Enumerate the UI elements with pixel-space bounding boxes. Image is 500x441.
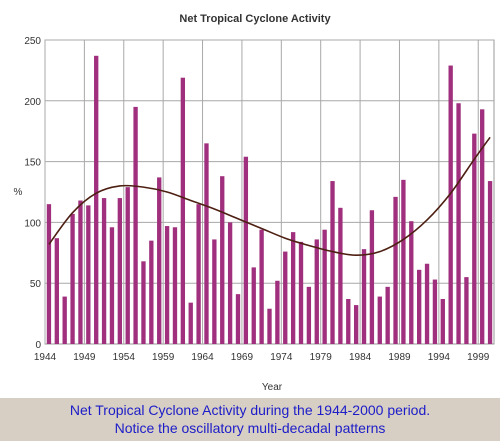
x-tick-label: 1989 bbox=[388, 352, 411, 363]
bar-1969 bbox=[243, 156, 249, 344]
y-tick-label: 200 bbox=[24, 97, 41, 108]
bar-1948 bbox=[78, 200, 83, 344]
bar-1947 bbox=[70, 213, 75, 344]
bar-1974 bbox=[283, 251, 288, 344]
bar-1980 bbox=[330, 181, 335, 344]
bar-1963 bbox=[196, 204, 201, 344]
x-tick-label: 1944 bbox=[34, 352, 57, 363]
bar-1970 bbox=[251, 267, 256, 344]
bar-1950 bbox=[94, 55, 99, 345]
bar-1976 bbox=[298, 241, 304, 344]
bar-1975 bbox=[290, 232, 296, 344]
bar-1978 bbox=[314, 239, 319, 344]
y-tick-label: 250 bbox=[24, 36, 41, 47]
bar-1965 bbox=[212, 239, 217, 344]
bar-1996 bbox=[456, 103, 461, 345]
bar-1953 bbox=[117, 198, 122, 344]
bar-1952 bbox=[109, 227, 115, 344]
bar-1988 bbox=[393, 196, 398, 344]
bar-1999 bbox=[480, 109, 485, 344]
bar-1957 bbox=[149, 240, 154, 344]
y-tick-label: 50 bbox=[30, 279, 42, 290]
bar-1961 bbox=[180, 77, 186, 345]
bar-1962 bbox=[188, 302, 193, 344]
y-axis-label: % bbox=[14, 187, 23, 198]
x-tick-label: 1949 bbox=[73, 352, 96, 363]
bar-1998 bbox=[472, 133, 477, 344]
bar-2000 bbox=[487, 181, 493, 344]
bar-1966 bbox=[220, 176, 225, 344]
x-tick-label: 1974 bbox=[270, 352, 293, 363]
bar-1995 bbox=[448, 65, 453, 344]
x-tick-label: 1984 bbox=[349, 352, 372, 363]
bar-1989 bbox=[401, 179, 406, 344]
bar-1982 bbox=[346, 299, 351, 344]
x-axis-ticks: 1944 1949 1954 1959 1964 1969 1974 1979 1984 1989… bbox=[34, 352, 490, 363]
caption-line-1: Net Tropical Cyclone Activity during the… bbox=[69, 402, 431, 418]
x-axis-label: Year bbox=[262, 382, 283, 393]
gridlines bbox=[44, 39, 494, 344]
bar-1985 bbox=[369, 210, 375, 344]
y-tick-label: 150 bbox=[24, 158, 41, 169]
x-tick-label: 1959 bbox=[152, 352, 175, 363]
x-tick-label: 1969 bbox=[231, 352, 254, 363]
x-tick-label: 1964 bbox=[191, 352, 214, 363]
bar-1945 bbox=[54, 238, 59, 344]
bar-1954 bbox=[125, 187, 130, 344]
bar-1960 bbox=[172, 227, 178, 344]
bar-1951 bbox=[101, 198, 107, 344]
x-tick-label: 1994 bbox=[428, 352, 451, 363]
bar-1968 bbox=[235, 294, 241, 344]
bar-1994 bbox=[440, 299, 445, 344]
y-tick-label: 0 bbox=[35, 340, 41, 351]
bar-1991 bbox=[417, 269, 422, 344]
chart: Net Tropical Cyclone Activity 0 50 100 150 2… bbox=[13, 13, 495, 393]
x-tick-label: 1979 bbox=[310, 352, 333, 363]
bar-1949 bbox=[86, 205, 91, 344]
bar-1977 bbox=[306, 286, 312, 344]
trend-line bbox=[48, 136, 491, 257]
bar-1990 bbox=[409, 221, 414, 344]
chart-title: Net Tropical Cyclone Activity bbox=[179, 13, 331, 25]
bar-1987 bbox=[385, 286, 390, 344]
bar-1944 bbox=[46, 204, 52, 344]
bar-1955 bbox=[133, 106, 138, 344]
bar-1973 bbox=[275, 280, 280, 344]
bar-1981 bbox=[338, 207, 343, 344]
bar-1959 bbox=[164, 226, 170, 344]
bars bbox=[46, 55, 493, 345]
x-tick-label: 1954 bbox=[113, 352, 136, 363]
bar-1972 bbox=[267, 308, 272, 344]
caption-line-2: Notice the oscillatory multi-decadal pat… bbox=[114, 420, 386, 436]
bar-1983 bbox=[353, 305, 359, 344]
bar-1958 bbox=[157, 177, 162, 344]
bar-1986 bbox=[377, 296, 382, 344]
bar-1971 bbox=[259, 229, 264, 344]
bar-1956 bbox=[141, 261, 146, 344]
caption: Net Tropical Cyclone Activity during the… bbox=[0, 398, 500, 441]
bar-1993 bbox=[432, 279, 438, 344]
bar-1964 bbox=[204, 143, 209, 344]
x-tick-label: 1999 bbox=[467, 352, 490, 363]
y-tick-label: 100 bbox=[24, 218, 41, 229]
bar-1997 bbox=[464, 277, 469, 344]
bar-1979 bbox=[322, 229, 327, 344]
y-axis-ticks: 0 50 100 150 200 250 bbox=[24, 36, 41, 351]
bar-1967 bbox=[227, 222, 233, 344]
bar-1946 bbox=[62, 296, 67, 344]
bar-1984 bbox=[361, 249, 367, 344]
bar-1992 bbox=[424, 263, 430, 344]
